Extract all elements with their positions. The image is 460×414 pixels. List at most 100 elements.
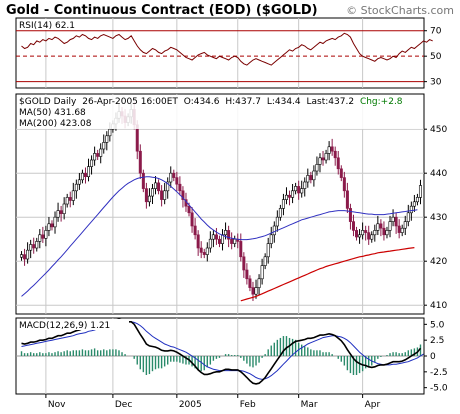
price-candle-94: [306, 175, 310, 183]
price-candle-126: [403, 221, 407, 229]
macd-tick-label-2.5: 2.5: [430, 336, 444, 346]
price-candle-13: [59, 210, 63, 214]
price-candle-129: [412, 201, 416, 207]
price-candle-76: [251, 287, 255, 295]
price-legend: $GOLD Daily 26-Apr-2005 16:00ET O:434.6 …: [19, 97, 403, 107]
macd-tick-label--2.5: -2.5: [430, 368, 448, 378]
price-candle-113: [364, 230, 368, 233]
rsi-line: [21, 32, 433, 66]
price-candle-5: [35, 241, 39, 249]
price-candle-106: [342, 177, 346, 192]
price-candle-92: [300, 188, 304, 194]
ma200-legend-value: 423.08: [60, 119, 92, 129]
price-candle-65: [217, 238, 221, 244]
price-candle-128: [409, 205, 413, 214]
price-candle-105: [339, 168, 343, 178]
price-candle-73: [242, 256, 246, 271]
price-tick-label-420: 420: [430, 257, 447, 267]
price-candle-91: [297, 186, 301, 194]
macd-last-value: 1.21: [90, 321, 110, 331]
price-candle-86: [281, 199, 285, 209]
rsi-label: RSI(14) 62.1: [19, 21, 75, 31]
price-candle-29: [108, 128, 112, 137]
macd-panel: MACD(12,26,9) 1.21 5.0 2.5 0 -2.5 -5.0: [15, 317, 448, 395]
price-candle-28: [105, 135, 109, 143]
price-candle-19: [77, 179, 81, 185]
price-candle-69: [230, 238, 234, 244]
price-candle-111: [358, 234, 362, 238]
price-candle-14: [62, 203, 66, 214]
price-candle-124: [397, 225, 401, 233]
price-tick-label-430: 430: [430, 213, 447, 223]
price-candle-104: [336, 157, 340, 170]
price-candle-98: [318, 157, 322, 165]
price-candle-131: [418, 185, 422, 198]
price-candle-6: [38, 234, 42, 242]
price-candle-21: [83, 172, 87, 178]
price-candle-10: [50, 223, 54, 228]
price-legend-bg: [17, 95, 423, 129]
price-candle-61: [205, 247, 209, 255]
price-candle-123: [394, 216, 398, 227]
price-candle-101: [327, 146, 331, 154]
price-candle-23: [90, 159, 94, 167]
macd-tick-label-0: 0: [430, 352, 436, 362]
price-candle-39: [138, 150, 142, 174]
ma200-legend-label: MA(200): [19, 119, 57, 129]
price-candle-112: [361, 230, 365, 236]
price-candle-20: [80, 172, 84, 181]
price-candle-95: [309, 175, 313, 181]
price-candle-93: [303, 181, 307, 189]
price-candle-62: [208, 238, 212, 249]
price-candle-116: [373, 230, 377, 236]
price-candle-18: [74, 183, 78, 192]
x-tick-label-3: Feb: [240, 400, 256, 410]
price-candle-80: [263, 256, 267, 266]
price-candle-44: [154, 182, 158, 189]
price-candle-99: [321, 157, 325, 161]
ma50-legend-label: MA(50): [19, 108, 51, 118]
x-tick-label-5: Apr: [365, 400, 381, 410]
macd-y-axis: 5.0 2.5 0 -2.5 -5.0: [424, 320, 448, 394]
price-candle-0: [20, 254, 24, 258]
price-tick-label-410: 410: [430, 301, 447, 311]
x-tick-label-2: 2005: [179, 400, 202, 410]
price-tick-label-440: 440: [430, 169, 447, 179]
price-candle-72: [239, 241, 243, 258]
ma200-legend: MA(200) 423.08: [19, 119, 92, 129]
price-candle-7: [41, 234, 45, 239]
price-candle-26: [99, 148, 103, 157]
price-candle-46: [160, 190, 164, 200]
price-candle-125: [400, 227, 404, 233]
price-candle-41: [144, 188, 148, 203]
rsi-panel: RSI(14) 62.1 30 50 70: [15, 17, 442, 89]
legend-high: H:437.7: [225, 97, 261, 107]
price-candle-97: [315, 164, 319, 172]
price-candle-3: [29, 244, 33, 251]
price-candle-83: [272, 225, 276, 236]
macd-label-name: MACD(12,26,9): [19, 321, 87, 331]
rsi-y-axis: 30 50 70: [424, 27, 442, 88]
price-candle-68: [227, 230, 231, 240]
price-candle-87: [284, 194, 288, 200]
source-credit: © StockCharts.com: [346, 4, 454, 17]
price-candle-115: [370, 234, 374, 240]
price-candle-52: [178, 183, 182, 192]
price-candle-57: [193, 225, 197, 236]
ma50-legend-value: 431.68: [54, 108, 86, 118]
price-candle-40: [141, 172, 145, 189]
price-candle-114: [367, 232, 371, 240]
price-candle-25: [96, 153, 100, 157]
price-candle-100: [324, 153, 328, 161]
price-candle-63: [211, 234, 215, 240]
ma50-line: [21, 176, 418, 297]
price-candle-56: [190, 212, 194, 227]
price-candle-108: [348, 208, 352, 222]
price-candle-2: [26, 249, 30, 260]
x-tick-label-1: Dec: [115, 400, 132, 410]
legend-change: Chg:+2.8: [360, 97, 403, 107]
price-candle-43: [150, 188, 154, 197]
chart-title: Gold - Continuous Contract (EOD) ($GOLD): [6, 3, 318, 18]
macd-tick-label-5: 5.0: [430, 320, 445, 330]
rsi-tick-label-70: 70: [430, 27, 442, 37]
